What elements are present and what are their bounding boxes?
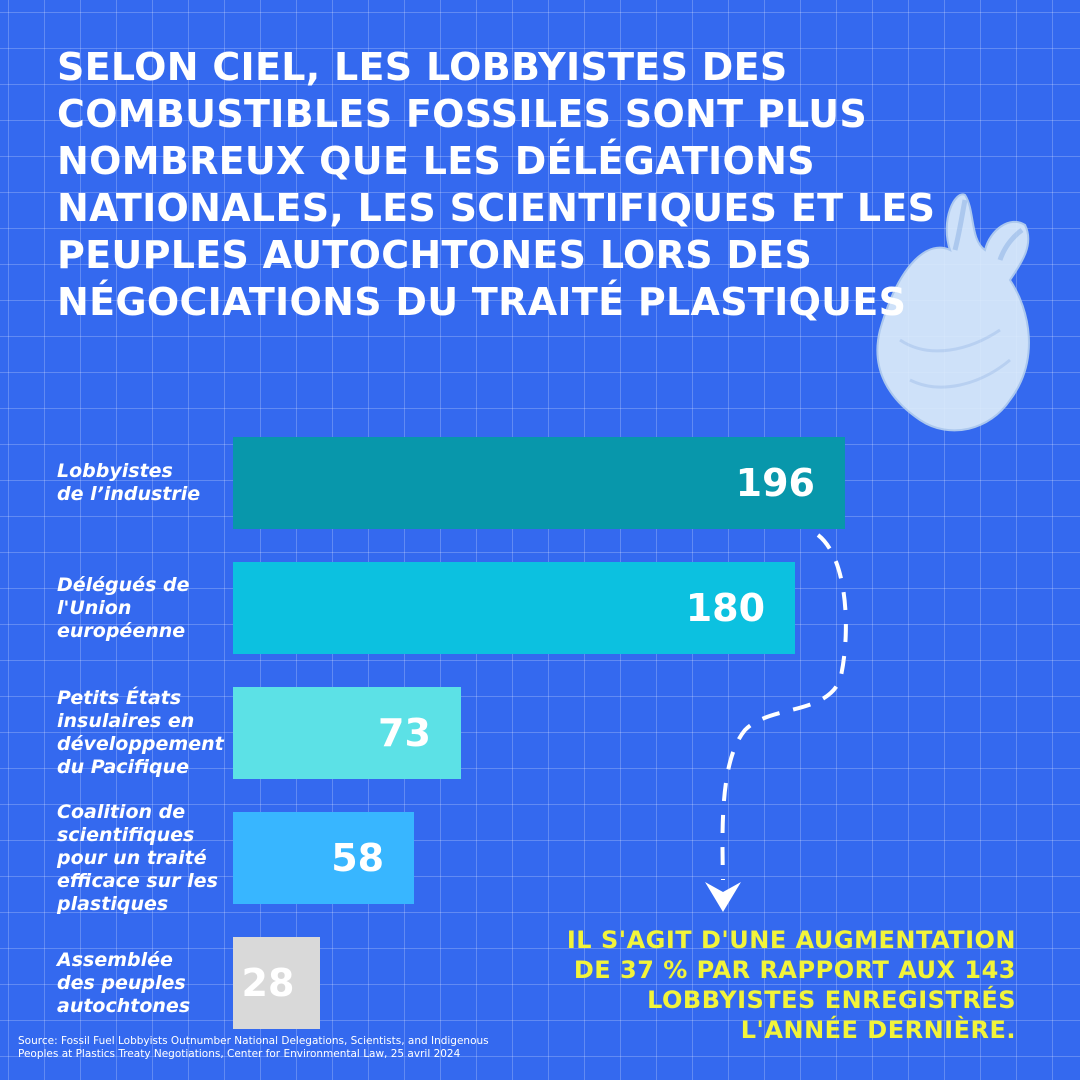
value-label: 180 bbox=[685, 586, 766, 630]
category-label: Coalition de scientifiques pour un trait… bbox=[57, 800, 218, 915]
bar bbox=[233, 812, 415, 904]
bar bbox=[233, 562, 796, 654]
category-label: Délégués de l'Union européenne bbox=[57, 573, 190, 642]
category-label: Lobbyistes de l’industrie bbox=[57, 460, 201, 505]
category-label: Petits États insulaires en développement… bbox=[57, 687, 224, 778]
category-label: Assemblée des peuples autochtones bbox=[57, 948, 191, 1017]
dashed-arrow bbox=[720, 533, 848, 881]
value-label: 73 bbox=[378, 711, 431, 755]
value-label: 196 bbox=[735, 461, 815, 505]
bar bbox=[233, 937, 321, 1029]
source: Source: Fossil Fuel Lobbyists Outnumber … bbox=[18, 1035, 489, 1060]
plastic-bag bbox=[876, 193, 1030, 432]
bar bbox=[233, 687, 461, 779]
bar bbox=[233, 437, 845, 529]
value-label: 58 bbox=[331, 836, 385, 880]
value-label: 28 bbox=[241, 961, 295, 1005]
chart-title: SELON CIEL, LES LOBBYISTES DES COMBUSTIB… bbox=[57, 45, 936, 324]
annotation: IL S'AGIT D'UNE AUGMENTATION DE 37 % PAR… bbox=[566, 926, 1016, 1044]
arrow-head bbox=[705, 882, 741, 912]
